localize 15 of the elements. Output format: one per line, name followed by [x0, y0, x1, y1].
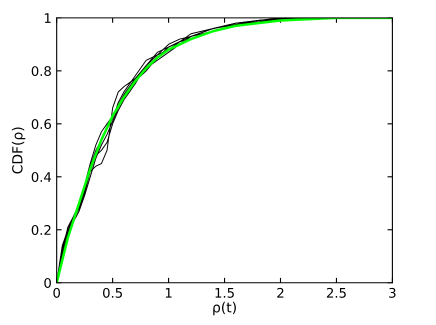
- x-tick-label: 1.5: [216, 288, 234, 298]
- y-tick-label: 0.8: [32, 66, 51, 76]
- y-axis-title: CDF(ρ): [12, 127, 26, 174]
- x-tick-label: 2: [277, 288, 284, 298]
- x-tick-label: 1: [166, 288, 172, 298]
- x-tick-label: 0: [53, 288, 60, 298]
- y-tick-label: 0.6: [32, 119, 51, 130]
- x-axis-title: ρ(t): [213, 302, 236, 316]
- y-tick-label: 1: [44, 13, 51, 23]
- x-tick-label: 0.5: [103, 288, 122, 298]
- x-tick-label: 3: [389, 288, 396, 298]
- x-tick-label: 2.5: [326, 288, 346, 298]
- y-tick-label: 0.2: [32, 224, 50, 235]
- y-tick-label: 0: [44, 278, 51, 288]
- y-tick-label: 0.4: [32, 172, 52, 182]
